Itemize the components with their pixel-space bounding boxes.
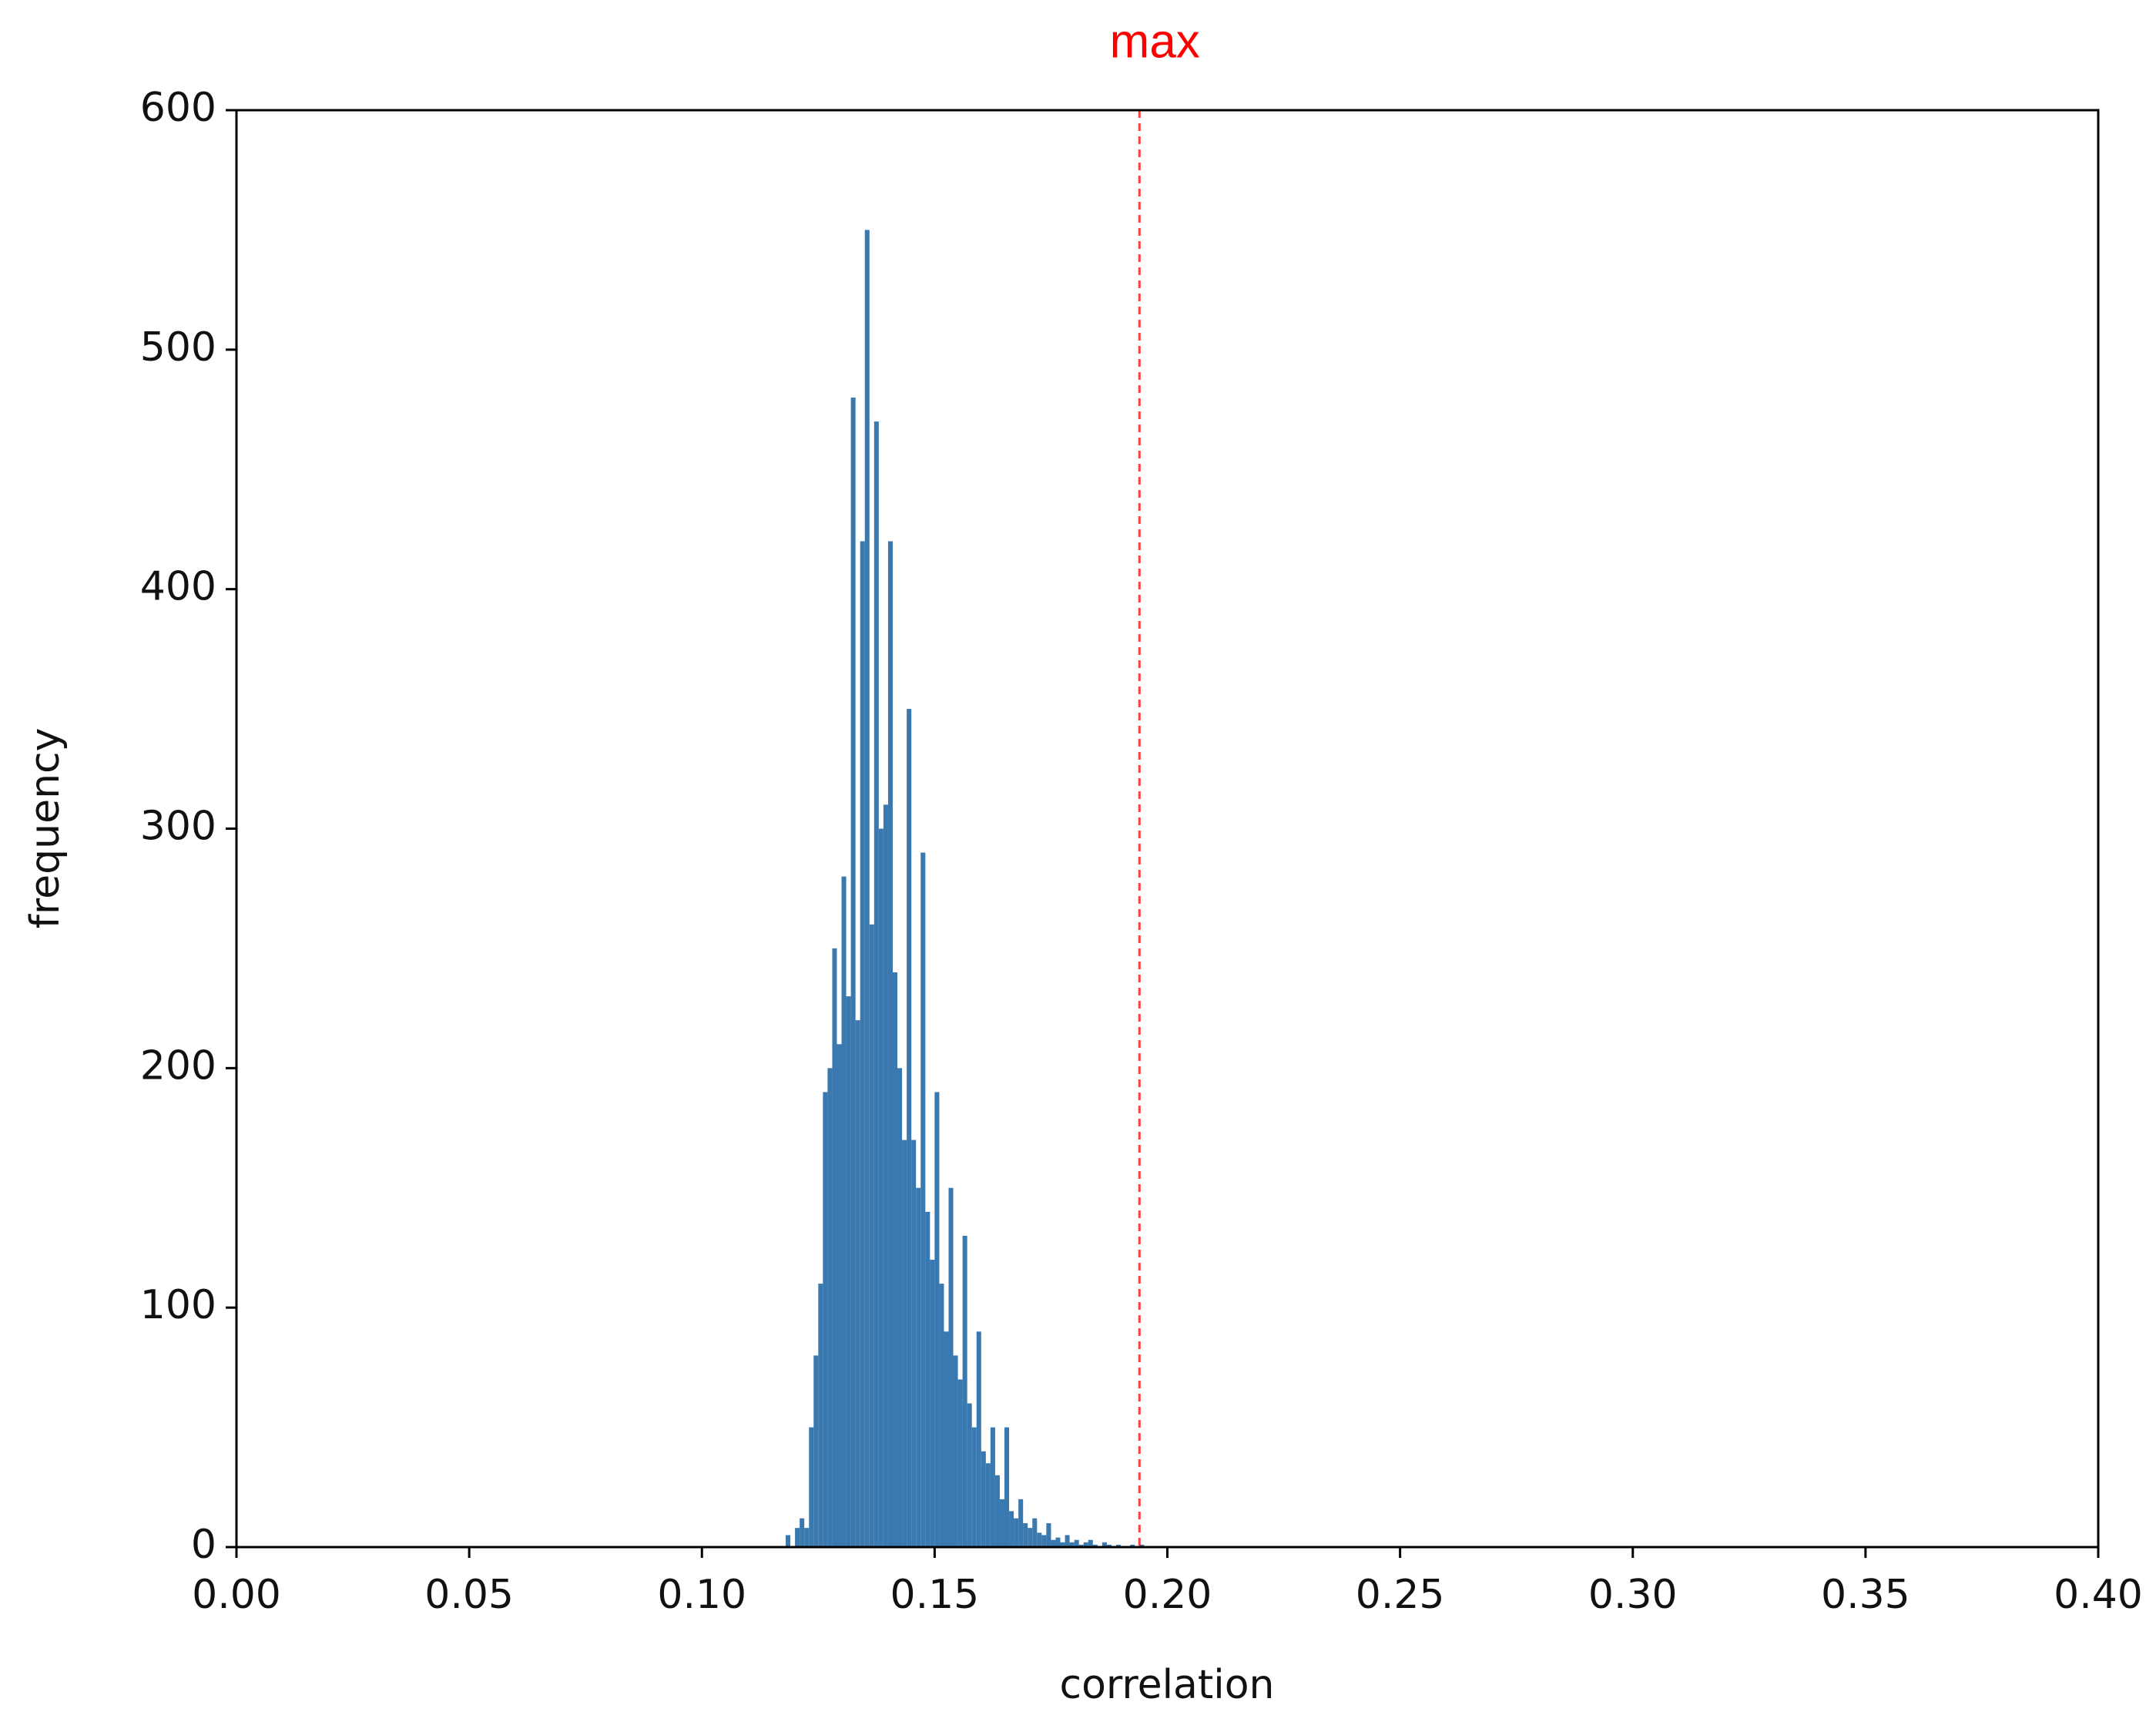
x-tick-label: 0.35 (1821, 1572, 1910, 1618)
plot-frame (235, 109, 2100, 1549)
bar (925, 1211, 930, 1547)
bar (809, 1427, 814, 1547)
y-tick-label: 600 (140, 85, 216, 131)
bar (971, 1427, 977, 1547)
bar (1060, 1542, 1065, 1547)
y-tick-label: 500 (140, 324, 216, 371)
bar (1009, 1511, 1014, 1547)
y-tick-label: 300 (140, 804, 216, 850)
y-axis-label: frequency (22, 728, 69, 929)
x-tick-label: 0.15 (890, 1572, 979, 1618)
bar (869, 924, 874, 1547)
bar (962, 1235, 967, 1547)
bar (976, 1331, 981, 1547)
bar (818, 1284, 823, 1547)
bar (1055, 1537, 1061, 1547)
bar (939, 1284, 944, 1547)
y-tick-label: 100 (140, 1282, 216, 1328)
bar (883, 804, 888, 1547)
bar (897, 1068, 903, 1547)
bar (1037, 1532, 1042, 1547)
bar (1028, 1528, 1033, 1547)
bar (804, 1528, 810, 1547)
bar (967, 1403, 972, 1547)
bar (985, 1463, 991, 1547)
bar (1065, 1535, 1070, 1547)
bar (1041, 1535, 1047, 1547)
bar (1130, 1544, 1135, 1547)
bar (981, 1451, 986, 1547)
bar (1051, 1539, 1056, 1547)
bar (907, 709, 912, 1548)
bar (1046, 1522, 1051, 1547)
bar (827, 1068, 833, 1547)
annotation-label: max (1110, 15, 1200, 68)
bar (837, 1044, 842, 1547)
bar (916, 1187, 921, 1547)
bar (1101, 1542, 1107, 1547)
bar (1092, 1544, 1098, 1547)
bar (873, 421, 879, 1548)
bar (902, 1140, 907, 1547)
y-tick-label: 200 (140, 1042, 216, 1089)
bar (823, 1092, 828, 1547)
bar (1004, 1427, 1010, 1547)
bar (1116, 1544, 1122, 1547)
x-tick-label: 0.05 (424, 1572, 514, 1618)
bar (1083, 1542, 1088, 1547)
bar (855, 1020, 860, 1547)
bar (1069, 1542, 1075, 1547)
bar (1074, 1539, 1079, 1547)
bar (911, 1140, 917, 1547)
bar (957, 1379, 963, 1547)
bar (786, 1535, 791, 1547)
bar (892, 972, 898, 1547)
bar (878, 828, 884, 1547)
bar (990, 1427, 995, 1547)
bar (800, 1518, 805, 1547)
x-tick-label: 0.25 (1356, 1572, 1445, 1618)
x-tick-label: 0.00 (192, 1572, 281, 1618)
bar (1023, 1522, 1028, 1547)
bar (999, 1499, 1005, 1547)
x-axis-label: correlation (1059, 1662, 1274, 1708)
bar (920, 852, 926, 1547)
y-tick-label: 400 (140, 564, 216, 610)
bar (1018, 1499, 1024, 1547)
bar (1106, 1544, 1112, 1547)
bar (795, 1528, 800, 1547)
bar (887, 541, 893, 1547)
y-tick-label: 0 (191, 1522, 216, 1568)
bar (860, 541, 865, 1547)
x-tick-label: 0.10 (657, 1572, 746, 1618)
bar (994, 1475, 1000, 1547)
bar (953, 1355, 958, 1547)
bar (1088, 1539, 1093, 1547)
bar (1032, 1518, 1038, 1547)
bar (930, 1260, 935, 1547)
bar (948, 1187, 954, 1547)
bar (944, 1331, 949, 1547)
bar (934, 1092, 940, 1547)
bar (850, 398, 856, 1547)
x-tick-label: 0.30 (1588, 1572, 1678, 1618)
bar (864, 230, 870, 1548)
bar (846, 996, 851, 1547)
bar (1139, 1544, 1145, 1547)
x-tick-label: 0.20 (1123, 1572, 1212, 1618)
bar (832, 948, 837, 1547)
bar (1014, 1518, 1019, 1547)
bar (841, 876, 847, 1547)
bar (1078, 1544, 1084, 1547)
x-tick-label: 0.40 (2054, 1572, 2143, 1618)
bar (813, 1355, 819, 1547)
